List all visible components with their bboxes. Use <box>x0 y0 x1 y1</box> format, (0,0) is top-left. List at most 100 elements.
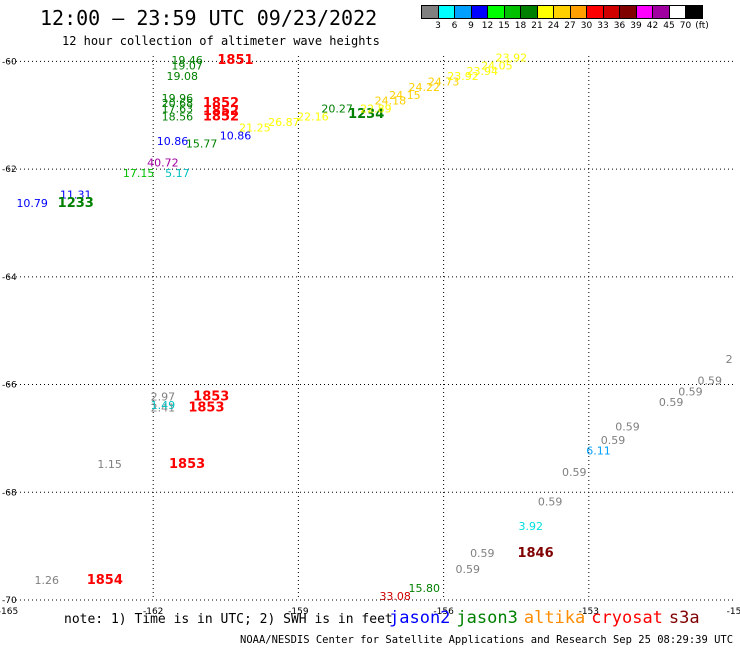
legend-label: 9 <box>468 21 474 31</box>
wave-height-label: 10.86 <box>157 135 189 148</box>
legend-swatch <box>536 5 554 19</box>
legend-swatch <box>602 5 620 19</box>
track-time-label: 1233 <box>58 196 94 211</box>
wave-height-label: 24.15 <box>389 89 421 102</box>
legend-label: 45 <box>663 21 675 31</box>
wave-height-label: 3.92 <box>518 520 543 533</box>
legend-label: 70 <box>679 21 692 31</box>
wave-height-label: 2 <box>726 353 733 366</box>
x-tick-label: -162 <box>143 607 163 617</box>
wave-height-label: 1.15 <box>97 458 122 471</box>
legend-swatch <box>487 5 505 19</box>
wave-height-label: 19.08 <box>166 70 198 83</box>
legend-swatch <box>503 5 521 19</box>
wave-height-label: 6.11 <box>586 445 611 458</box>
wave-height-label: 19.46 <box>171 54 203 67</box>
satellite-s3a: s3a <box>668 608 700 628</box>
legend-label: 27 <box>564 21 576 31</box>
satellite-jason3: jason3 <box>456 608 518 628</box>
chart-subtitle: 12 hour collection of altimeter wave hei… <box>62 34 380 48</box>
wave-height-label: 20.27 <box>321 103 353 116</box>
satellite-legend: jason2 jason3 altika cryosat s3a <box>389 608 706 628</box>
footer-note: note: 1) Time is in UTC; 2) SWH is in fe… <box>64 612 393 627</box>
legend-label: 3 <box>435 21 441 31</box>
legend-swatch <box>421 5 439 19</box>
y-tick-label: -66 <box>2 381 17 391</box>
wave-height-label: 1.49 <box>151 399 176 412</box>
wave-height-label: 21.25 <box>239 121 271 134</box>
legend-swatch <box>635 5 653 19</box>
wave-height-label: 24.22 <box>408 81 440 94</box>
legend-label: 39 <box>630 21 642 31</box>
track-time-label: 1234 <box>348 107 384 122</box>
track-time-label: 1853 <box>169 457 205 472</box>
legend-swatch <box>586 5 604 19</box>
legend-label: 30 <box>580 21 593 31</box>
legend-label: 24 <box>547 21 560 31</box>
wave-height-label: 17.15 <box>123 167 155 180</box>
track-time-label: 1852 <box>203 104 239 119</box>
wave-height-label: 40.72 <box>147 156 179 169</box>
wave-height-label: 18.56 <box>162 111 194 124</box>
satellite-jason2: jason2 <box>389 608 451 628</box>
legend-label: 12 <box>481 21 494 31</box>
wave-height-label: 24.05 <box>481 59 513 72</box>
legend-label: 21 <box>531 21 543 31</box>
legend-swatch <box>668 5 686 19</box>
wave-height-label: 0.59 <box>698 375 723 388</box>
legend-label: 42 <box>646 21 659 31</box>
track-time-label: 1853 <box>188 400 224 415</box>
y-tick-label: -60 <box>2 57 17 67</box>
wave-height-label: 22.89 <box>360 103 392 116</box>
wave-height-label: 23.92 <box>496 51 528 64</box>
track-time-label: 1853 <box>193 390 229 405</box>
wave-height-label: 15.80 <box>408 582 440 595</box>
legend-label: 15 <box>498 21 510 31</box>
legend-label: 18 <box>514 21 527 31</box>
wave-height-label: 33.08 <box>379 590 411 603</box>
wave-height-label: 10.79 <box>16 197 48 210</box>
wave-height-label: 10.86 <box>220 129 252 142</box>
legend-swatch <box>569 5 587 19</box>
legend-label: 33 <box>597 21 609 31</box>
legend-swatch <box>553 5 571 19</box>
wave-height-label: 22.16 <box>297 111 329 124</box>
wave-height-label: 24.18 <box>375 94 407 107</box>
track-time-label: 1854 <box>87 573 123 588</box>
satellite-cryosat: cryosat <box>591 608 663 628</box>
wave-height-label: 26.87 <box>268 116 300 129</box>
wave-height-label: 2.41 <box>151 401 176 414</box>
legend-label: (ft) <box>695 21 709 31</box>
chart-title: 12:00 — 23:59 UTC 09/23/2022 <box>40 6 378 30</box>
color-legend <box>421 5 703 19</box>
track-time-label: 1852 <box>203 96 239 111</box>
wave-height-label: 0.59 <box>456 563 481 576</box>
wave-height-label: 23.92 <box>447 70 479 83</box>
wave-height-label: 19.96 <box>162 92 194 105</box>
wave-height-label: 5.17 <box>165 167 190 180</box>
y-tick-label: -70 <box>2 596 17 606</box>
y-tick-label: -64 <box>2 273 17 283</box>
wave-height-label: 0.59 <box>615 420 640 433</box>
wave-height-label: 0.59 <box>659 396 684 409</box>
legend-swatch <box>437 5 455 19</box>
legend-label: 6 <box>451 21 458 31</box>
wave-height-label: 17.63 <box>162 103 194 116</box>
legend-swatch <box>685 5 703 19</box>
wave-height-label: 0.59 <box>601 434 626 447</box>
legend-swatch <box>470 5 488 19</box>
footer-credit: NOAA/NESDIS Center for Satellite Applica… <box>240 634 740 646</box>
wave-height-label: 24.73 <box>428 76 460 89</box>
x-tick-label: -165 <box>0 607 18 617</box>
track-time-label: 1852 <box>203 110 239 125</box>
legend-swatch <box>619 5 637 19</box>
wave-height-label: 19.07 <box>171 59 203 72</box>
wave-height-label: 15.77 <box>186 138 218 151</box>
legend-swatch <box>520 5 538 19</box>
legend-swatch <box>454 5 472 19</box>
x-tick-label: -153 <box>579 607 599 617</box>
track-time-label: 1851 <box>217 53 253 68</box>
wave-height-label: 1.26 <box>34 574 59 587</box>
wave-height-label: 2.97 <box>151 391 176 404</box>
